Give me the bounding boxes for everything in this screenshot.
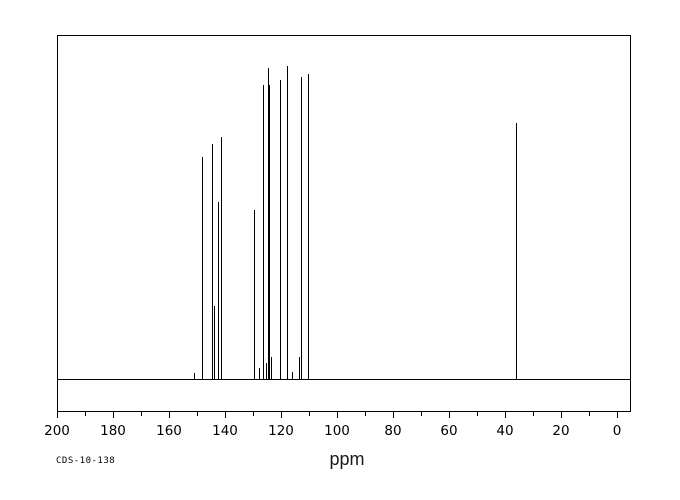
axis-major-tick xyxy=(337,412,338,418)
axis-major-tick xyxy=(113,412,114,418)
axis-tick-label: 180 xyxy=(100,423,126,439)
axis-minor-tick xyxy=(477,412,478,416)
axis-major-tick xyxy=(169,412,170,418)
axis-minor-tick xyxy=(533,412,534,416)
axis-tick-label: 60 xyxy=(440,423,458,439)
spectrum-baseline xyxy=(58,379,630,380)
peak-line xyxy=(301,77,302,379)
axis-tick-label: 80 xyxy=(384,423,402,439)
peak-line xyxy=(259,368,260,379)
axis-major-tick xyxy=(281,412,282,418)
plot-area xyxy=(57,35,631,412)
axis-tick-label: 40 xyxy=(496,423,514,439)
axis-minor-tick xyxy=(589,412,590,416)
peak-line xyxy=(221,137,222,379)
peak-line xyxy=(280,80,281,379)
peak-line xyxy=(287,66,288,379)
axis-tick-label: 160 xyxy=(156,423,182,439)
peak-line xyxy=(299,357,300,379)
x-axis-title: ppm xyxy=(329,449,365,469)
peak-line xyxy=(263,85,264,379)
peak-line xyxy=(292,372,293,379)
axis-tick-label: 200 xyxy=(44,423,70,439)
axis-minor-tick xyxy=(421,412,422,416)
peak-line xyxy=(308,74,309,379)
x-axis-tick-labels: 200 180 160 140 120 100 80 60 40 20 0 xyxy=(0,423,680,439)
peak-line xyxy=(194,373,195,379)
axis-major-tick xyxy=(449,412,450,418)
peak-line xyxy=(268,68,269,379)
axis-minor-tick xyxy=(309,412,310,416)
axis-major-tick xyxy=(505,412,506,418)
axis-minor-tick xyxy=(365,412,366,416)
peak-line xyxy=(269,85,270,379)
peak-line xyxy=(254,210,255,379)
axis-tick-label: 100 xyxy=(324,423,350,439)
axis-major-tick xyxy=(561,412,562,418)
axis-tick-label: 0 xyxy=(612,423,622,439)
document-id-label: CDS-10-138 xyxy=(56,456,116,466)
peak-line xyxy=(214,306,215,379)
peak-line xyxy=(516,123,517,379)
peak-line xyxy=(266,363,267,379)
peak-line xyxy=(212,144,213,379)
peak-line xyxy=(218,202,219,379)
axis-tick-label: 20 xyxy=(552,423,570,439)
axis-minor-tick xyxy=(197,412,198,416)
x-axis-ticks xyxy=(0,412,680,420)
axis-minor-tick xyxy=(253,412,254,416)
axis-minor-tick xyxy=(141,412,142,416)
axis-major-tick xyxy=(617,412,618,418)
peak-line xyxy=(271,357,272,379)
axis-minor-tick xyxy=(85,412,86,416)
axis-major-tick xyxy=(57,412,58,418)
axis-tick-label: 140 xyxy=(212,423,238,439)
peak-line xyxy=(202,157,203,379)
axis-major-tick xyxy=(393,412,394,418)
axis-tick-label: 120 xyxy=(268,423,294,439)
axis-major-tick xyxy=(225,412,226,418)
peaks-layer xyxy=(58,36,630,411)
